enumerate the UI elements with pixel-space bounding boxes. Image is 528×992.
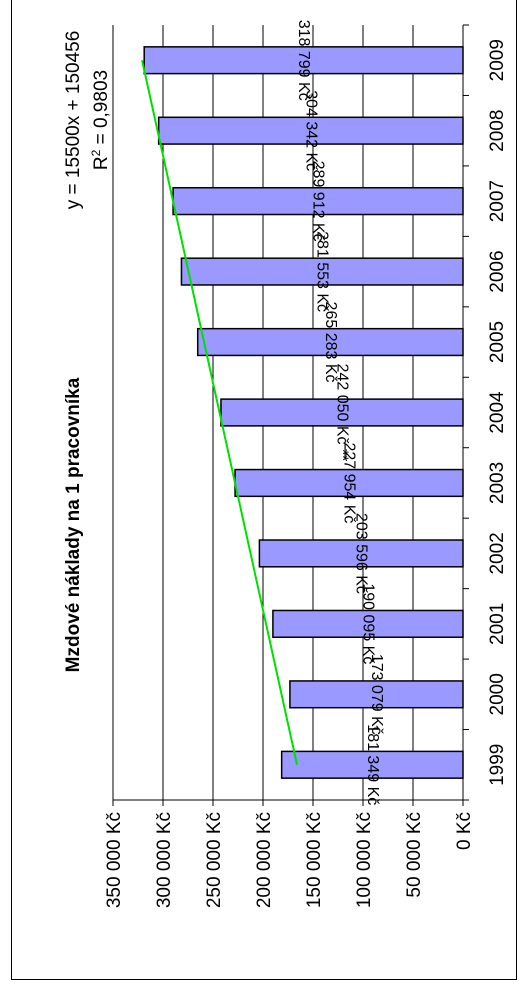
chart-title: Mzdové náklady na 1 pracovníka [63,377,84,672]
category-label: 2007 [487,180,508,222]
bar [280,750,464,779]
category-label: 2004 [487,391,508,434]
bar-data-label: 203 596 Kč [353,513,370,594]
category-label: 1999 [487,744,508,786]
bar [234,468,464,498]
category-label: 2000 [487,673,508,715]
r2-superscript: 2 [89,149,103,156]
bar [172,187,464,216]
bar-data-label: 190 095 Kč [359,583,376,664]
bar [196,327,464,357]
bar-data-label: 281 553 Kč [314,231,331,312]
bar-data-label: 181 349 Kč [364,724,381,805]
trendline-r2-text: R2 = 0,9803 [89,70,112,170]
bar-data-label: 304 342 Kč [302,90,319,171]
r2-value: = 0,9803 [91,70,112,150]
trendline-equation-text: y = 15500x + 150456 [63,31,84,210]
category-label: 2001 [487,603,508,645]
category-label: 2008 [487,110,508,152]
bar [143,46,464,75]
value-tick-label: 200 000 Kč [254,812,275,908]
value-tick-label: 50 000 Kč [404,812,425,898]
value-tick-label: 250 000 Kč [204,812,225,908]
category-label: 2003 [487,462,508,504]
category-label: 2005 [487,321,508,363]
value-tick-label: 150 000 Kč [304,812,325,908]
value-tick-label: 300 000 Kč [154,812,175,908]
value-tick-label: 350 000 Kč [104,812,125,908]
bar-data-label: 242 050 Kč ** [333,364,350,462]
bar-data-label: 289 912 Kč [310,161,327,242]
trendline-equation: y = 15500x + 150456 R2 = 0,9803 [63,31,112,210]
bar [220,398,464,427]
value-tick-label: 0 Kč [454,812,475,850]
category-label: 2009 [487,39,508,81]
r2-prefix: R [91,156,112,170]
bar-data-label: 265 283 Kč [322,302,339,383]
category-label: 2006 [487,250,508,292]
trendline [141,60,299,765]
value-tick-label: 100 000 Kč [354,812,375,908]
bar-data-label: 173 079 Kč [368,654,385,735]
category-label: 2002 [487,532,508,574]
bar-data-label: 227 954 Kč [341,442,358,523]
bar-data-label: 318 799 Kč [295,20,312,101]
